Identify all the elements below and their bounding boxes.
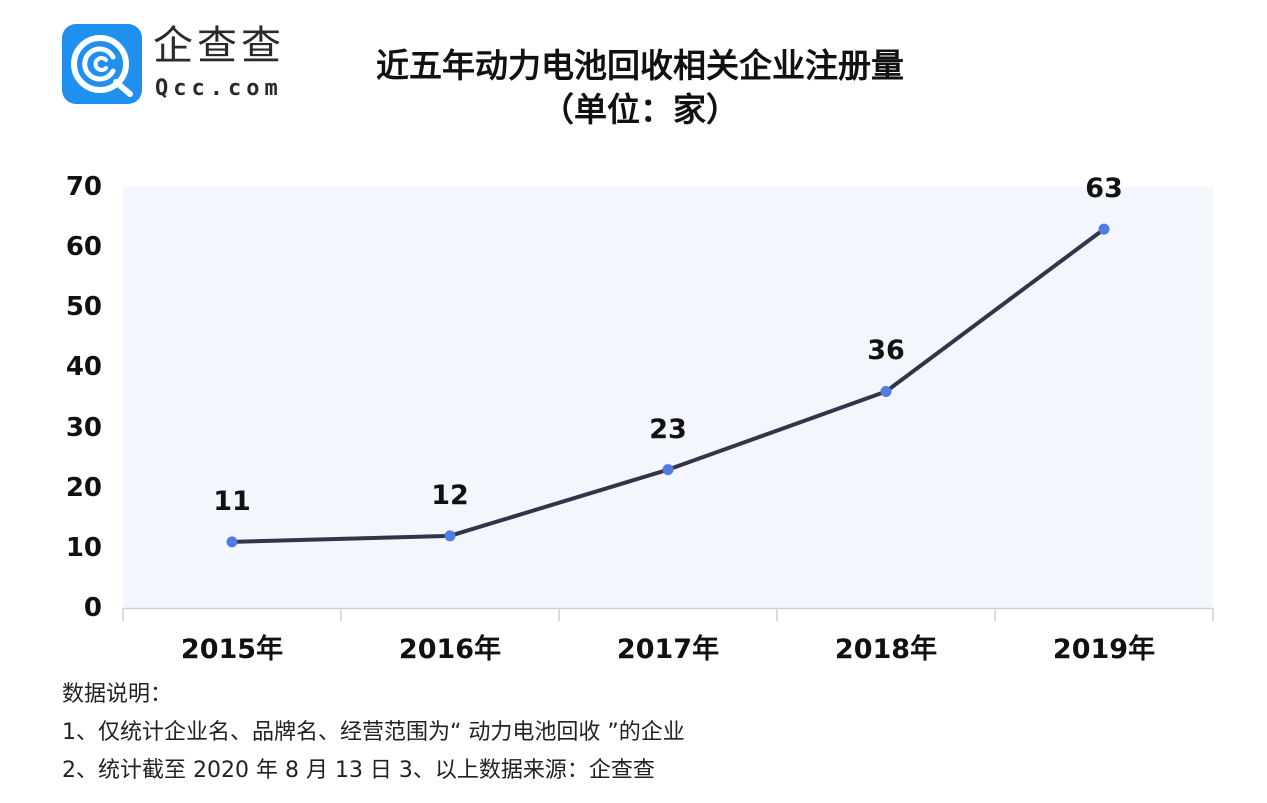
data-point-marker [1098,223,1110,235]
x-tick-label: 2017年 [616,634,720,665]
notes-line-2: 2、统计截至 2020 年 8 月 13 日 3、以上数据来源：企查查 [62,758,655,783]
x-tick-label: 2015年 [180,634,284,665]
series-line [231,227,1106,544]
notes-line-1: 1、仅统计企业名、品牌名、经营范围为“ 动力电池回收 ”的企业 [62,720,685,745]
plot-area [123,187,1213,608]
notes-heading: 数据说明： [62,682,173,707]
brand-name-cn: 企查查 [153,23,285,69]
data-point-marker [880,385,892,397]
data-point-marker [444,530,456,542]
data-point-marker [226,536,238,548]
data-value-label: 12 [431,479,469,511]
y-tick-label: 30 [65,412,102,443]
data-value-label: 11 [213,485,251,517]
x-tick-label: 2018年 [834,634,938,665]
chart-title-main: 近五年动力电池回收相关企业注册量 [376,46,904,85]
data-value-label: 23 [649,413,687,445]
x-tick-label: 2019年 [1052,634,1156,665]
y-tick-label: 40 [65,352,102,383]
x-tick-label: 2016年 [398,634,502,665]
data-value-label: 36 [867,335,905,367]
data-point-marker [662,464,674,476]
y-tick-label: 60 [65,232,102,263]
data-value-label: 63 [1085,173,1123,205]
y-tick-label: 50 [65,292,102,323]
y-tick-label: 70 [65,172,102,202]
chart-title: 近五年动力电池回收相关企业注册量 （单位：家） [320,44,960,132]
brand-name-en: Qcc.com [155,76,283,101]
y-tick-label: 10 [65,532,102,563]
y-tick-label: 0 [83,593,102,623]
data-notes: 数据说明： 1、仅统计企业名、品牌名、经营范围为“ 动力电池回收 ”的企业 2、… [62,676,685,790]
y-tick-label: 20 [65,472,102,503]
chart-title-unit: （单位：家） [541,90,739,129]
qcc-logo-icon [71,35,133,97]
qcc-logo [62,24,142,104]
